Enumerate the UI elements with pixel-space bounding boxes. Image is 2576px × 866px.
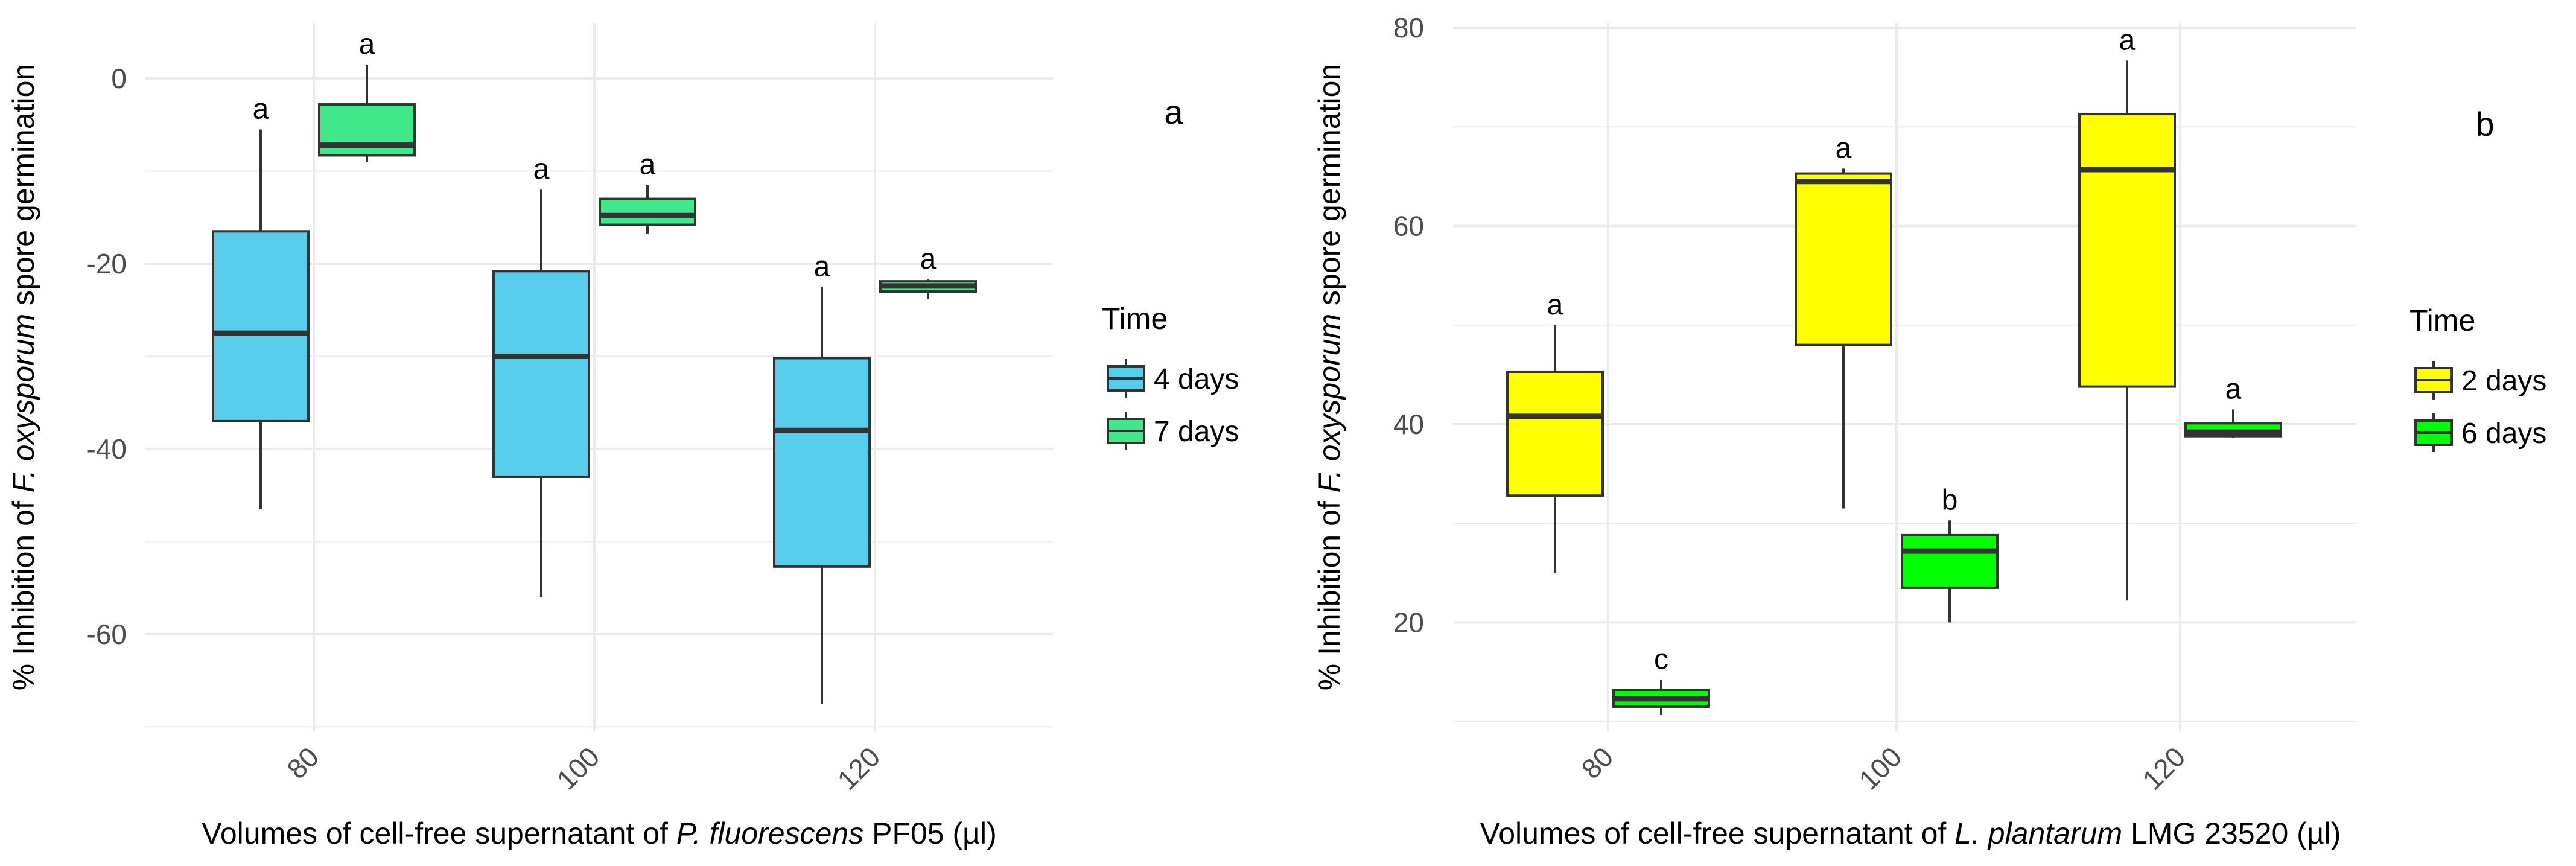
box-body <box>1901 533 1999 589</box>
box-4-days-100: a <box>492 153 590 597</box>
y-tick-label: -40 <box>87 433 127 465</box>
significance-letter: a <box>920 243 937 275</box>
box-2-days-120: a <box>2078 24 2176 601</box>
panel-label: a <box>1164 93 1183 131</box>
box-body <box>599 197 696 226</box>
significance-letter: a <box>1836 132 1852 164</box>
legend-label: 2 days <box>2461 365 2546 397</box>
x-axis-title: Volumes of cell-free supernatant of P. f… <box>202 817 996 850</box>
x-axis-title-pre: Volumes of cell-free supernatant of <box>202 817 676 850</box>
significance-letter: a <box>814 250 830 282</box>
box-body <box>1795 172 1892 346</box>
box-body <box>1506 370 1604 497</box>
box-4-days-120: a <box>773 250 871 704</box>
legend-label: 7 days <box>1154 416 1239 448</box>
y-axis-title-post: spore germination <box>7 64 40 314</box>
y-axis-title-post: spore germination <box>1312 64 1346 314</box>
y-axis-title-italic: F. oxysporum <box>7 314 40 492</box>
x-axis-title-post: LMG 23520 (µl) <box>2122 817 2341 850</box>
y-tick-label: 40 <box>1393 409 1424 440</box>
box-body <box>492 270 590 478</box>
box-7-days-80: a <box>318 28 416 162</box>
significance-letter: a <box>359 28 375 60</box>
significance-letter: a <box>253 93 269 125</box>
x-tick-label: 100 <box>1852 741 1907 796</box>
box-body <box>773 357 871 568</box>
x-tick-label: 100 <box>550 741 605 796</box>
significance-letter: b <box>1942 484 1958 516</box>
box-6-days-120: a <box>2184 373 2282 438</box>
box-6-days-80: c <box>1612 644 1710 715</box>
panel-a: 0 -20 -40 -60 80 100 120 a a a a a a Volumes of cell-… <box>7 23 1239 850</box>
y-tick-label: -60 <box>87 619 127 650</box>
y-axis-title: % Inhibition of F. oxysporum spore germi… <box>7 64 40 691</box>
significance-letter: a <box>2119 24 2136 56</box>
significance-letter: a <box>533 153 550 185</box>
significance-letter: c <box>1654 644 1668 676</box>
box-7-days-100: a <box>599 149 696 234</box>
x-axis-title: Volumes of cell-free supernatant of L. p… <box>1480 817 2341 850</box>
legend: Time 2 days 6 days <box>2409 304 2546 452</box>
panel-label: b <box>2475 105 2494 143</box>
box-2-days-80: a <box>1506 289 1604 573</box>
x-tick-label: 80 <box>1575 741 1619 785</box>
box-body <box>212 230 310 422</box>
x-tick-label: 80 <box>281 741 325 785</box>
legend-label: 4 days <box>1154 363 1239 395</box>
y-tick-label: 60 <box>1393 211 1424 242</box>
box-7-days-120: a <box>879 243 977 299</box>
legend-label: 6 days <box>2461 418 2546 450</box>
box-2-days-100: a <box>1795 132 1892 509</box>
panel-b: 20 40 60 80 80 100 120 a a a c b a Volumes of cell-fr… <box>1312 12 2546 850</box>
box-4-days-80: a <box>212 93 310 509</box>
y-axis-title-italic: F. oxysporum <box>1312 314 1346 492</box>
legend: Time 4 days 7 days <box>1102 302 1239 450</box>
x-axis-title-pre: Volumes of cell-free supernatant of <box>1480 817 1955 850</box>
box-6-days-100: b <box>1901 484 1999 623</box>
x-tick-label: 120 <box>2136 741 2191 796</box>
x-axis-title-italic: L. plantarum <box>1954 817 2122 850</box>
y-tick-label: 80 <box>1393 12 1424 43</box>
x-tick-label: 120 <box>831 741 886 796</box>
y-axis-title-pre: % Inhibition of <box>7 492 40 690</box>
y-axis-title-pre: % Inhibition of <box>1312 492 1346 690</box>
y-tick-label: -20 <box>87 248 127 279</box>
significance-letter: a <box>2225 373 2242 405</box>
y-tick-label: 0 <box>111 63 127 94</box>
legend-title: Time <box>1102 302 1168 336</box>
significance-letter: a <box>640 149 656 181</box>
x-axis-title-post: PF05 (µl) <box>863 817 997 850</box>
legend-title: Time <box>2409 304 2475 337</box>
significance-letter: a <box>1547 289 1563 321</box>
box-body <box>2078 113 2176 388</box>
y-tick-label: 20 <box>1393 607 1424 638</box>
y-axis-title: % Inhibition of F. oxysporum spore germi… <box>1312 64 1346 691</box>
x-axis-title-italic: P. fluorescens <box>676 817 863 850</box>
